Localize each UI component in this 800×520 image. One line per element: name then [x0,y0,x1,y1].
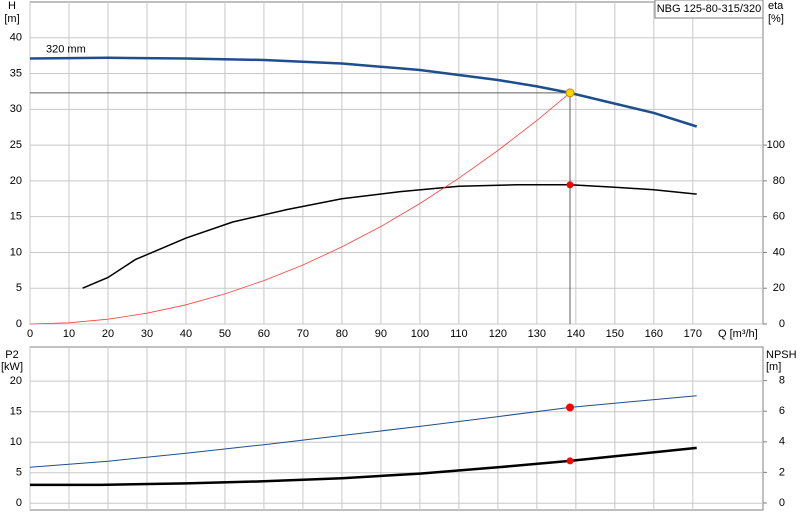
x-tick-label: 160 [645,328,663,340]
y-axis-label: H [8,0,16,12]
curve [29,395,697,468]
x-tick-label: 70 [297,328,309,340]
operating-point [565,88,575,98]
y-axis-unit: [kW] [1,361,23,373]
curve [30,446,697,487]
y2-tick-label: 80 [773,175,785,187]
y-tick-label: 20 [10,175,22,187]
y2-tick-label: 20 [773,282,785,294]
operating-point [566,181,574,189]
y-axis-label: P2 [5,349,18,361]
legend-box [654,0,764,19]
y-tick-label: 10 [10,246,22,258]
x-tick-label: 50 [219,328,231,340]
y-tick-label: 15 [10,406,22,418]
y-tick-label: 40 [10,32,22,44]
legend-text: NBG 125-80-315/320 [657,3,762,15]
x-tick-label: 120 [489,328,507,340]
x-tick-label: 80 [336,328,348,340]
curve [29,56,698,128]
y-tick-label: 15 [10,211,22,223]
x-tick-label: 130 [528,328,546,340]
y2-axis-unit: [%] [768,13,784,25]
y2-axis-label: eta [768,0,784,12]
y-tick-label: 5 [16,467,22,479]
y2-tick-label: 0 [779,497,785,509]
y2-tick-label: 60 [773,211,785,223]
x-tick-label: 150 [606,328,624,340]
x-tick-label: 10 [63,328,75,340]
x-tick-label: 30 [141,328,153,340]
y-tick-label: 0 [16,497,22,509]
x-tick-label: 60 [258,328,270,340]
y2-tick-label: 6 [779,405,785,417]
y2-tick-label: 40 [773,246,785,258]
x-tick-label: 110 [450,328,468,340]
y-tick-label: 10 [10,436,22,448]
y-tick-label: 25 [10,139,22,151]
y-tick-label: 5 [16,282,22,294]
curve [29,92,571,325]
y-axis-unit: [m] [4,13,19,25]
y-tick-label: 30 [10,103,22,115]
x-tick-label: 0 [27,328,33,340]
x-tick-label: 140 [567,328,585,340]
plot-frame [29,1,764,325]
y2-axis-label: NPSH [766,349,797,361]
y-tick-label: 20 [10,375,22,387]
y2-tick-label: 2 [779,466,785,478]
y-tick-label: 0 [16,318,22,330]
operating-point [566,457,574,465]
y2-tick-label: 4 [779,436,785,448]
y2-tick-label: 8 [779,375,785,387]
y-tick-label: 35 [10,67,22,79]
curve [82,184,697,289]
x-tick-label: 20 [102,328,114,340]
x-tick-label: 90 [375,328,387,340]
operating-point [566,403,575,412]
y2-tick-label: 100 [767,139,785,151]
y2-tick-label: 0 [779,318,785,330]
x-tick-label: 100 [411,328,429,340]
x-tick-label: 170 [684,328,702,340]
y2-axis-unit: [m] [766,361,781,373]
x-tick-label: 40 [180,328,192,340]
x-axis-label: Q [m³/h] [718,328,758,340]
plot-frame [29,346,764,511]
curve-label: 320 mm [46,43,86,55]
